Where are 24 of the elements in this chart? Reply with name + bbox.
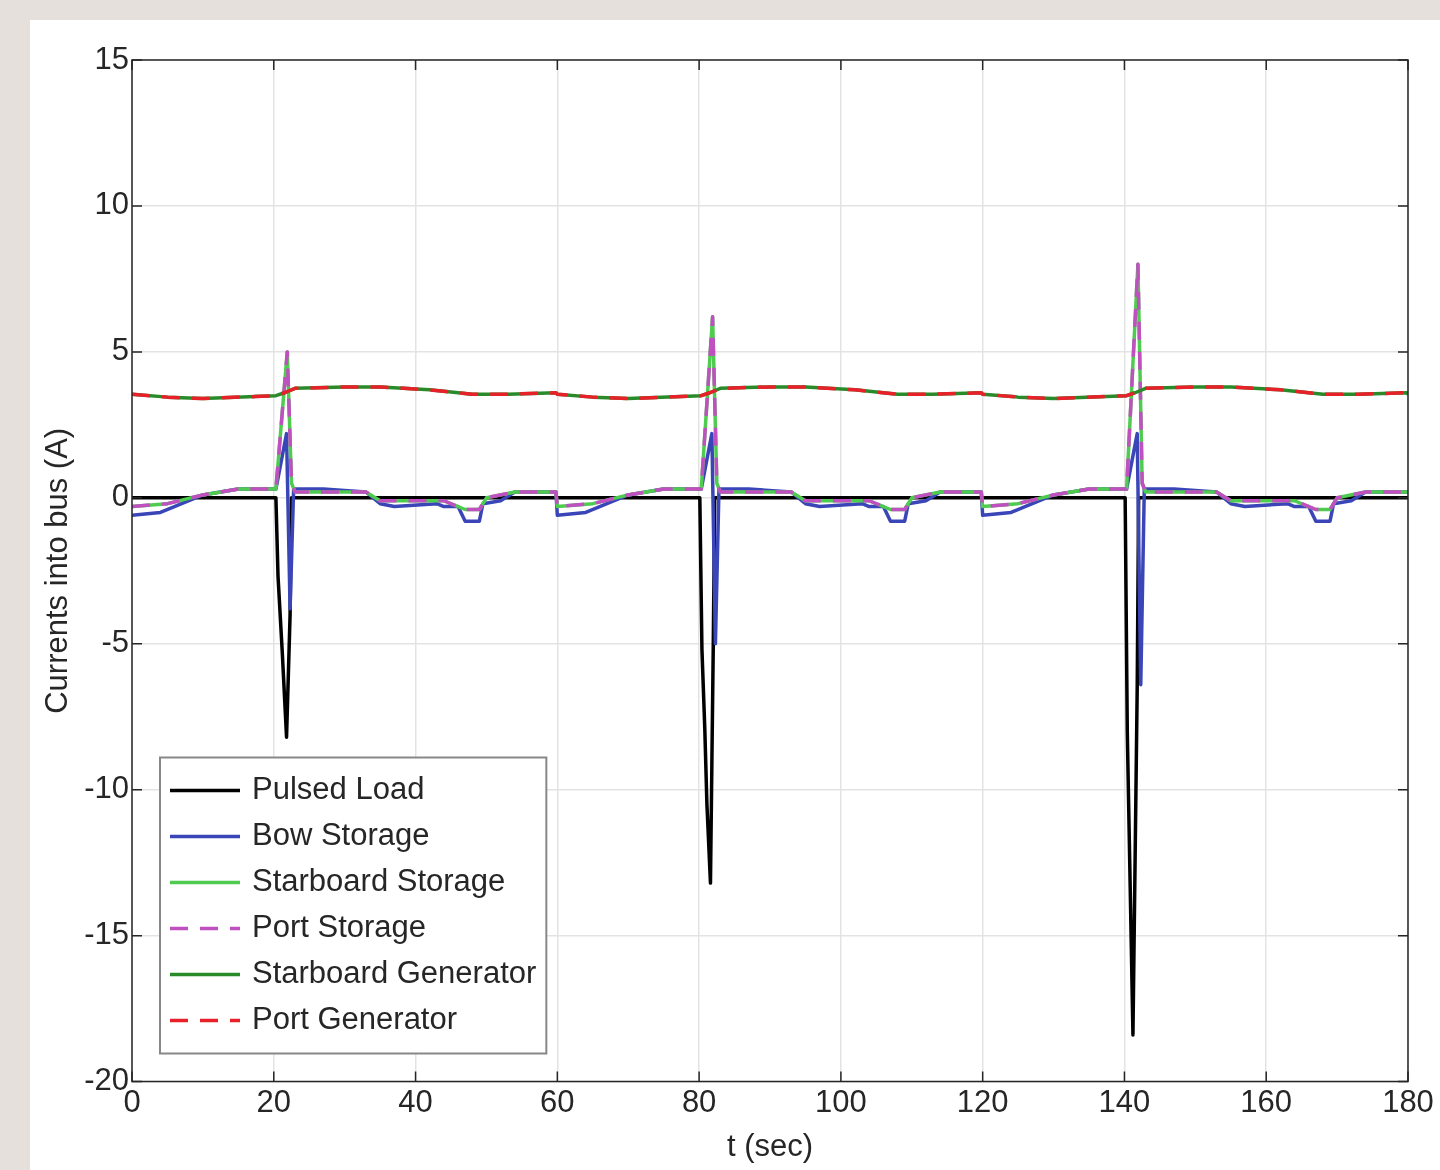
- y-tick-label: -10: [84, 770, 129, 806]
- x-tick-label: 60: [540, 1083, 575, 1119]
- legend-label: Bow Storage: [252, 817, 430, 853]
- x-tick-label: 120: [956, 1083, 1009, 1119]
- x-tick-label: 40: [398, 1083, 433, 1119]
- x-tick-label: 140: [1098, 1083, 1151, 1119]
- x-tick-label: 100: [815, 1083, 867, 1119]
- legend-label: Port Generator: [252, 1001, 458, 1037]
- x-tick-label: 80: [681, 1083, 717, 1119]
- y-axis-title: Currents into bus (A): [39, 427, 75, 714]
- y-tick-label: -5: [101, 624, 129, 660]
- legend-label: Port Storage: [252, 909, 427, 945]
- y-tick-label: 5: [111, 332, 129, 368]
- legend-label: Starboard Generator: [252, 955, 537, 991]
- legend-label: Pulsed Load: [252, 771, 425, 807]
- x-tick-label: 160: [1240, 1083, 1293, 1119]
- y-tick-label: 15: [94, 40, 129, 76]
- legend-label: Starboard Storage: [252, 863, 506, 899]
- x-axis-title: t (sec): [726, 1127, 814, 1163]
- x-tick-label: 180: [1382, 1083, 1434, 1119]
- y-tick-label: 0: [111, 478, 129, 514]
- y-tick-label: -15: [84, 916, 129, 952]
- y-tick-label: 10: [94, 186, 129, 222]
- x-tick-label: 20: [256, 1083, 292, 1119]
